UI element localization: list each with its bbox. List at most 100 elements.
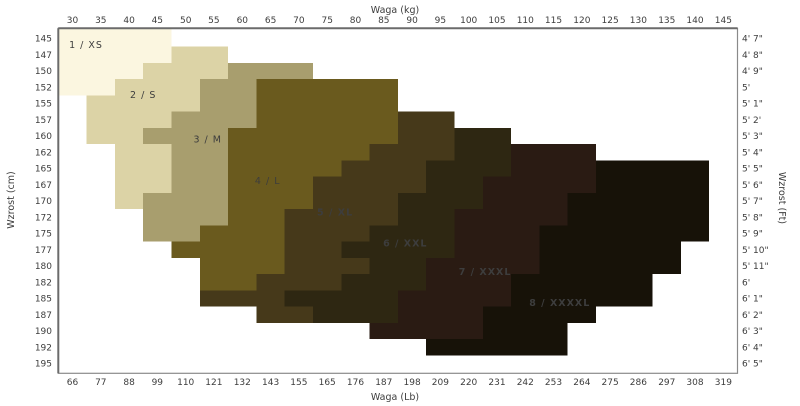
size-region-cell: [199, 257, 285, 275]
size-region-cell: [596, 176, 710, 193]
size-region-cell: [397, 111, 455, 128]
tick-label-cm: 167: [35, 181, 52, 191]
size-region-cell: [454, 225, 540, 242]
tick-label-lb: 121: [205, 378, 222, 388]
size-region-cell: [284, 209, 398, 226]
size-regions: [58, 28, 710, 356]
tick-label-kg: 45: [152, 16, 163, 26]
tick-label-kg: 115: [545, 16, 562, 26]
tick-label-lb: 264: [573, 378, 590, 388]
tick-label-ft: 6' 3": [742, 327, 763, 337]
tick-label-ft: 5' 2': [742, 116, 761, 126]
tick-label-lb: 66: [67, 378, 79, 388]
size-region-cell: [58, 62, 144, 80]
size-region-cell: [256, 274, 342, 291]
tick-label-ft: 6' 1": [742, 295, 763, 305]
y-axis-left-ticks: 145 147 150 152 155 157 160 162 165 167 170 172 175 1…: [35, 35, 52, 370]
tick-label-kg: 145: [715, 16, 732, 26]
tick-label-cm: 195: [35, 360, 52, 370]
size-region-cell: [143, 192, 229, 210]
tick-label-cm: 187: [35, 311, 52, 321]
tick-label-ft: 5' 8": [742, 213, 763, 223]
size-label: 2 / S: [130, 90, 156, 101]
size-region-cell: [511, 290, 653, 307]
tick-label-ft: 6': [742, 278, 750, 288]
size-region-cell: [369, 225, 455, 242]
y-axis-right-ticks: 4' 7" 4' 8" 4' 9" 5' 5' 1" 5' 2' 5' 3" 5' 4" 5' …: [742, 35, 769, 370]
size-region-cell: [199, 95, 257, 112]
tick-label-lb: 308: [686, 378, 703, 388]
size-region-cell: [114, 192, 144, 210]
tick-label-cm: 180: [35, 262, 52, 272]
size-region-cell: [86, 95, 200, 112]
tick-label-kg: 105: [488, 16, 505, 26]
size-region-cell: [369, 257, 427, 275]
size-region-cell: [58, 28, 172, 47]
tick-label-kg: 70: [293, 16, 305, 26]
size-region-cell: [228, 160, 342, 177]
tick-label-ft: 4' 7": [742, 35, 763, 45]
size-region-cell: [284, 290, 398, 307]
size-region-cell: [397, 192, 483, 210]
size-region-cell: [397, 127, 455, 145]
tick-label-kg: 100: [460, 16, 477, 26]
tick-label-cm: 150: [35, 67, 52, 77]
size-region-cell: [284, 225, 370, 242]
tick-label-lb: 253: [545, 378, 562, 388]
tick-label-lb: 275: [602, 378, 619, 388]
tick-label-cm: 160: [35, 132, 52, 142]
tick-label-ft: 6' 5": [742, 360, 763, 370]
tick-label-ft: 5': [742, 83, 750, 93]
axis-title-left: Wzrost (cm): [6, 171, 17, 228]
x-axis-top-ticks: 30 35 40 45 50 55 60 65 70 75 80 85 90 95 100 105 110 115…: [67, 16, 732, 26]
size-region-cell: [256, 95, 398, 112]
axis-title-top: Waga (kg): [371, 5, 419, 16]
tick-label-kg: 90: [406, 16, 418, 26]
size-region-cell: [539, 257, 681, 275]
tick-label-kg: 55: [208, 16, 219, 26]
tick-label-kg: 75: [321, 16, 332, 26]
tick-label-lb: 297: [658, 378, 675, 388]
size-region-cell: [171, 160, 229, 177]
size-region-cell: [143, 225, 200, 242]
size-region-cell: [482, 306, 596, 323]
tick-label-cm: 155: [35, 100, 52, 110]
size-region-cell: [511, 160, 596, 177]
tick-label-kg: 110: [517, 16, 534, 26]
tick-label-kg: 85: [378, 16, 389, 26]
size-region-cell: [482, 192, 568, 210]
size-region-cell: [426, 257, 540, 275]
size-region-cell: [143, 127, 229, 145]
tick-label-lb: 209: [432, 378, 449, 388]
size-region-cell: [58, 79, 115, 96]
size-region-cell: [228, 144, 370, 161]
tick-label-kg: 140: [686, 16, 703, 26]
axis-title-right: Wzrost (Ft): [776, 172, 787, 224]
tick-label-cm: 190: [35, 327, 52, 337]
tick-label-ft: 5' 9": [742, 230, 763, 240]
tick-label-ft: 4' 8": [742, 51, 763, 61]
size-region-cell: [199, 79, 257, 96]
tick-label-lb: 77: [95, 378, 106, 388]
size-region-cell: [228, 209, 285, 226]
size-region-cell: [454, 241, 540, 258]
tick-label-cm: 152: [35, 83, 52, 93]
size-region-cell: [313, 192, 398, 210]
size-region-cell: [426, 339, 568, 356]
tick-label-ft: 5' 3": [742, 132, 763, 142]
tick-label-cm: 147: [35, 51, 52, 61]
tick-label-cm: 172: [35, 213, 52, 223]
tick-label-kg: 65: [265, 16, 276, 26]
tick-label-ft: 5' 11": [742, 262, 769, 272]
size-region-cell: [454, 144, 512, 161]
tick-label-cm: 177: [35, 246, 52, 256]
tick-label-cm: 175: [35, 230, 52, 240]
size-region-cell: [284, 257, 370, 275]
tick-label-lb: 187: [375, 378, 392, 388]
tick-label-lb: 88: [123, 378, 135, 388]
tick-label-cm: 165: [35, 165, 52, 175]
size-region-cell: [397, 209, 455, 226]
tick-label-lb: 242: [517, 378, 534, 388]
